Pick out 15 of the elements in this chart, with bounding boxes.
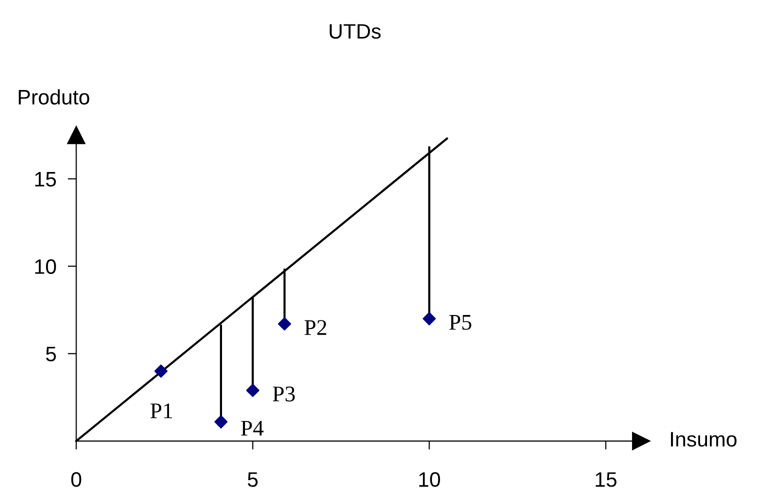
x-axis-title: Insumo [671, 432, 737, 447]
y-tick-label: 10 [35, 259, 56, 274]
data-label: P5 [449, 315, 472, 330]
data-label: P2 [304, 320, 326, 335]
data-label: P3 [272, 386, 295, 402]
y-tick-label: 15 [35, 172, 56, 187]
chart-title: UTDs [330, 24, 381, 39]
x-tick-label: 5 [248, 472, 258, 487]
data-label: P4 [241, 420, 264, 436]
x-tick-label: 0 [71, 472, 82, 487]
x-tick-label: 15 [596, 472, 616, 487]
y-axis-title: Produto [18, 89, 90, 105]
data-label: P1 [150, 403, 172, 418]
x-tick-label: 10 [419, 472, 440, 487]
y-tick-label: 5 [46, 346, 56, 362]
